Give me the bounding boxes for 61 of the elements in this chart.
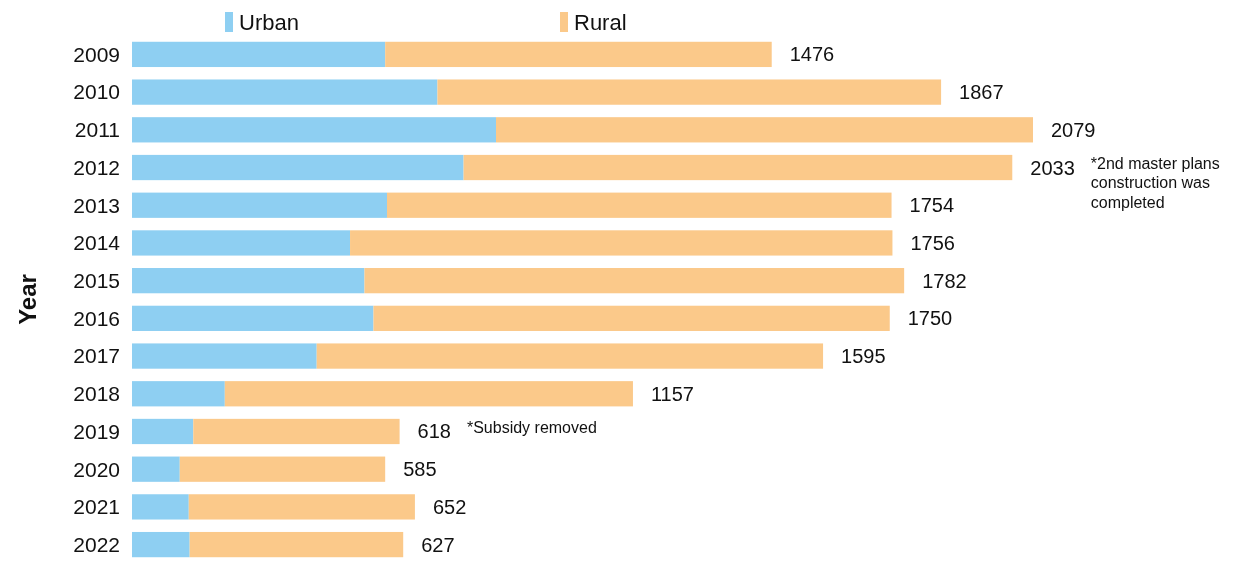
annotation: 627 [421,533,455,556]
y-tick-label: 2009 [73,42,120,66]
annotation: 652 [432,495,467,518]
bar [193,418,400,445]
annotation: 2079 [1051,118,1096,141]
bar [132,494,189,520]
bar [132,305,374,331]
annotation: *Subsidy removed [466,419,597,437]
y-tick-label: 2021 [73,495,120,519]
y-tick-label: 2013 [73,193,120,217]
y-tick-label: 2015 [73,269,120,292]
bar [132,117,496,143]
bar [132,268,365,294]
annotation: 585 [403,458,437,481]
annotation: 1756 [910,231,955,254]
y-tick-label: 2020 [73,457,120,481]
bar [189,531,404,558]
y-tick-label: 2022 [73,532,120,556]
annotation: 1476 [789,43,835,66]
bar [179,456,386,482]
bar [386,192,892,218]
bar [373,305,890,331]
bar [132,456,180,482]
bar [385,41,772,68]
bar [132,230,351,256]
annotation: 1867 [959,81,1004,104]
bar [132,41,386,68]
annotation: 1157 [650,382,694,405]
annotation: 1595 [841,345,886,368]
bar [132,192,387,218]
bar [132,381,225,407]
bar [364,268,905,294]
y-tick-label: 2017 [73,344,120,368]
y-axis-title: Year [14,274,41,325]
bar [132,531,190,558]
bar [132,343,317,369]
bar [316,343,824,369]
bar [188,494,415,520]
y-tick-label: 2010 [73,80,120,104]
bar [132,418,194,445]
annotation: 1754 [909,194,955,217]
annotation: 618 [417,420,451,443]
text: *2nd master plans construction was completed [1090,155,1220,211]
bar [224,381,633,407]
legend-label: Rural [574,9,627,35]
annotation: 1750 [907,307,953,330]
y-tick-label: 2019 [73,419,120,443]
y-tick-label: 2016 [73,306,120,330]
annotation: 1782 [922,269,967,292]
bar [132,79,438,105]
bar [437,79,942,105]
bar [496,117,1033,143]
y-tick-label: 2014 [73,231,121,255]
y-tick-label: 2011 [74,118,120,142]
annotation: 2033 [1030,156,1075,179]
bar [132,154,464,181]
y-tick-label: 2012 [73,155,120,179]
bar [463,154,1013,181]
legend-label: Urban [239,9,299,35]
y-tick-label: 2018 [73,382,120,406]
bar [350,230,893,256]
